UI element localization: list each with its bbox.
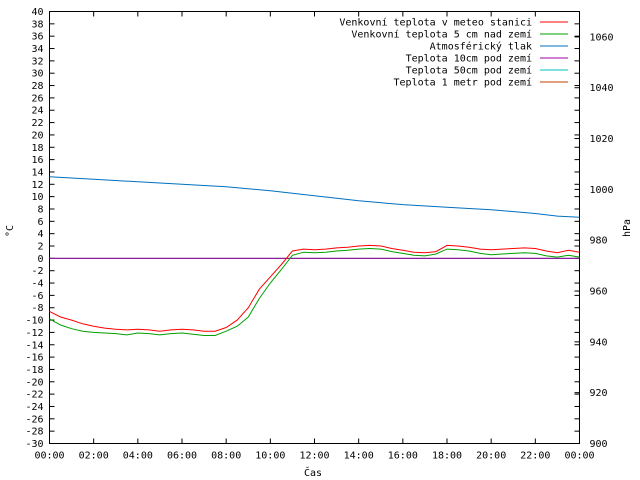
left-tick-label: 34 — [31, 44, 43, 55]
left-tick-label: 0 — [37, 254, 43, 265]
left-tick-label: -22 — [25, 390, 43, 401]
series-line-0 — [49, 244, 580, 332]
legend: Venkovní teplota v meteo staniciVenkovní… — [339, 17, 568, 89]
x-tick-label: 14:00 — [344, 451, 374, 462]
left-axis: -30-28-26-24-22-20-18-16-14-12-10-8-6-4-… — [25, 7, 580, 450]
left-tick-label: 4 — [37, 229, 43, 240]
left-tick-label: 14 — [31, 167, 43, 178]
x-tick-label: 18:00 — [432, 451, 462, 462]
right-tick-label: 980 — [590, 236, 608, 247]
left-tick-label: 40 — [31, 7, 43, 18]
right-tick-label: 960 — [590, 287, 608, 298]
right-axis: 900 920 940 960 980 1000 1020 1040 1060 — [574, 32, 614, 450]
legend-label: Teplota 10cm pod zemí — [406, 53, 532, 65]
left-tick-label: 20 — [31, 130, 43, 141]
left-tick-label: -8 — [31, 303, 43, 314]
left-tick-label: -2 — [31, 266, 43, 277]
legend-label: Teplota 1 metr pod zemí — [394, 77, 532, 89]
x-tick-label: 16:00 — [388, 451, 418, 462]
right-tick-label: 1020 — [590, 134, 614, 145]
left-tick-label: 12 — [31, 180, 43, 191]
x-tick-label: 04:00 — [123, 451, 153, 462]
x-tick-label: 22:00 — [520, 451, 550, 462]
left-tick-label: -20 — [25, 377, 43, 388]
x-tick-label: 00:00 — [34, 451, 64, 462]
x-tick-label: 06:00 — [167, 451, 197, 462]
left-tick-label: 38 — [31, 19, 43, 30]
left-tick-label: -16 — [25, 353, 43, 364]
left-tick-label: 28 — [31, 81, 43, 92]
right-tick-label: 1040 — [590, 83, 614, 94]
x-axis: 00:00 02:00 04:00 06:00 08:00 10:00 12:00 14:00… — [34, 11, 595, 462]
left-tick-label: -10 — [25, 316, 43, 327]
left-tick-label: -6 — [31, 291, 43, 302]
left-tick-label: 22 — [31, 118, 43, 129]
series-line-1 — [49, 247, 580, 336]
left-tick-label: 16 — [31, 155, 43, 166]
x-tick-label: 12:00 — [299, 451, 329, 462]
left-tick-label: -14 — [25, 340, 43, 351]
right-tick-label: 1000 — [590, 185, 614, 196]
left-tick-label: -26 — [25, 414, 43, 425]
right-tick-label: 920 — [590, 388, 608, 399]
right-tick-label: 940 — [590, 337, 608, 348]
left-tick-label: 36 — [31, 32, 43, 43]
series-layer — [49, 176, 580, 336]
left-tick-label: 18 — [31, 143, 43, 154]
series-line-2 — [49, 176, 580, 218]
x-tick-label: 20:00 — [476, 451, 506, 462]
left-tick-label: 26 — [31, 93, 43, 104]
left-tick-label: 6 — [37, 217, 43, 228]
left-tick-label: 24 — [31, 106, 43, 117]
legend-label: Atmosférický tlak — [430, 41, 532, 53]
x-tick-label: 10:00 — [255, 451, 285, 462]
left-tick-label: 8 — [37, 204, 43, 215]
left-tick-label: 30 — [31, 69, 43, 80]
left-tick-label: 32 — [31, 56, 43, 67]
left-tick-label: 2 — [37, 242, 43, 253]
x-tick-label: 08:00 — [211, 451, 241, 462]
legend-label: Venkovní teplota 5 cm nad zemí — [351, 29, 532, 41]
left-tick-label: -30 — [25, 439, 43, 450]
legend-label: Venkovní teplota v meteo stanici — [339, 17, 532, 29]
y-axis-label-right: hPa — [622, 219, 633, 237]
x-tick-label: 02:00 — [79, 451, 109, 462]
left-tick-label: 10 — [31, 192, 43, 203]
left-tick-label: -12 — [25, 328, 43, 339]
left-tick-label: -28 — [25, 427, 43, 438]
left-tick-label: -24 — [25, 402, 43, 413]
right-tick-label: 1060 — [590, 32, 614, 43]
y-axis-label-left: °C — [5, 225, 16, 237]
x-axis-label: Čas — [304, 466, 322, 479]
legend-label: Teplota 50cm pod zemí — [406, 65, 532, 77]
x-tick-label: 00:00 — [564, 451, 594, 462]
right-tick-label: 900 — [590, 439, 608, 450]
left-tick-label: -4 — [31, 279, 43, 290]
left-tick-label: -18 — [25, 365, 43, 376]
